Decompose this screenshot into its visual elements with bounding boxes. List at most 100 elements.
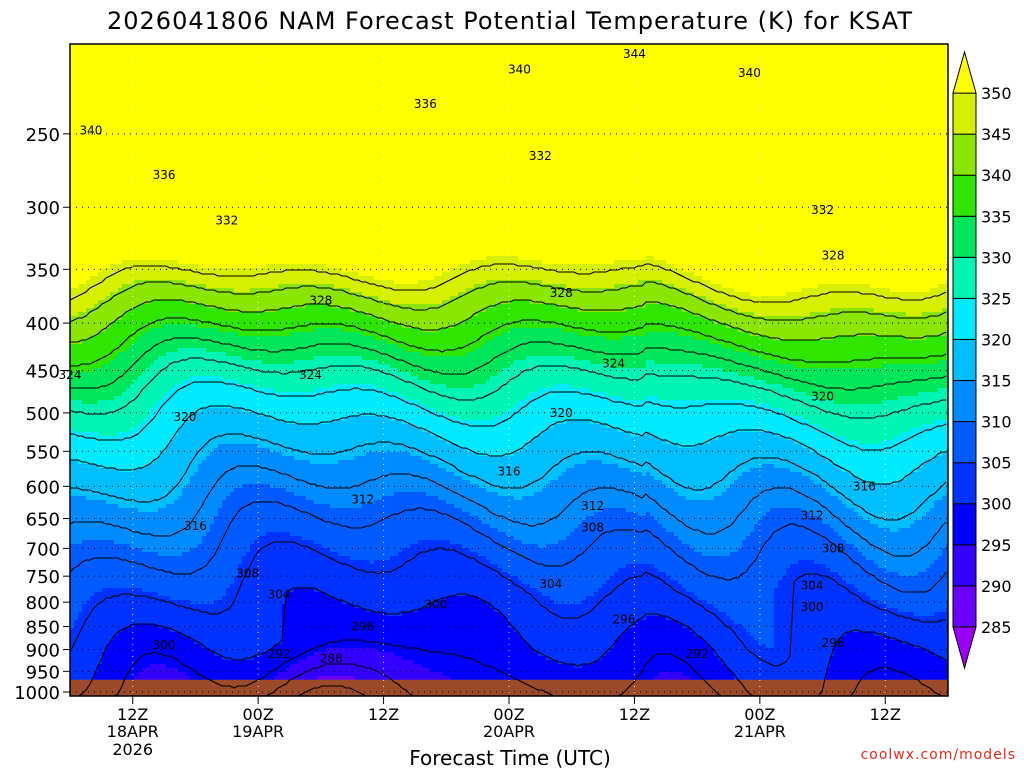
field-cell (870, 72, 875, 77)
field-cell (150, 108, 155, 113)
field-cell (470, 56, 475, 61)
field-cell (682, 120, 687, 125)
field-cell (278, 64, 283, 69)
field-cell (322, 72, 327, 77)
field-cell (454, 56, 459, 61)
field-cell (450, 88, 455, 93)
field-cell (526, 108, 531, 113)
field-cell (742, 52, 747, 57)
field-cell (350, 108, 355, 113)
field-cell (834, 88, 839, 93)
field-cell (370, 76, 375, 81)
field-cell (142, 68, 147, 73)
field-cell (362, 44, 367, 49)
field-cell (690, 104, 695, 109)
field-cell (362, 92, 367, 97)
field-cell (798, 92, 803, 97)
field-cell (334, 84, 339, 89)
field-cell (722, 68, 727, 73)
field-cell (278, 104, 283, 109)
field-cell (286, 48, 291, 53)
field-cell (942, 84, 947, 89)
field-cell (666, 132, 671, 137)
field-cell (290, 84, 295, 89)
field-cell (826, 108, 831, 113)
field-cell (530, 48, 535, 53)
field-cell (154, 84, 159, 89)
field-cell (498, 60, 503, 65)
field-cell (102, 80, 107, 85)
field-cell (546, 68, 551, 73)
field-cell (670, 68, 675, 73)
field-cell (778, 96, 783, 101)
field-cell (318, 96, 323, 101)
field-cell (206, 44, 211, 49)
field-cell (226, 60, 231, 65)
field-cell (926, 128, 931, 133)
field-cell (282, 60, 287, 65)
field-cell (330, 108, 335, 113)
field-cell (326, 48, 331, 53)
field-cell (426, 80, 431, 85)
field-cell (202, 64, 207, 69)
field-cell (418, 80, 423, 85)
field-cell (306, 44, 311, 49)
field-cell (722, 124, 727, 129)
field-cell (538, 72, 543, 77)
field-cell (834, 56, 839, 61)
field-cell (198, 84, 203, 89)
field-cell (638, 104, 643, 109)
field-cell (806, 96, 811, 101)
field-cell (818, 68, 823, 73)
field-cell (690, 64, 695, 69)
field-cell (578, 68, 583, 73)
field-cell (470, 124, 475, 129)
field-cell (206, 52, 211, 57)
field-cell (658, 48, 663, 53)
field-cell (810, 124, 815, 129)
field-cell (922, 80, 927, 85)
field-cell (458, 76, 463, 81)
field-cell (134, 68, 139, 73)
field-cell (82, 88, 87, 93)
field-cell (878, 64, 883, 69)
field-cell (190, 108, 195, 113)
field-cell (562, 100, 567, 105)
field-cell (674, 100, 679, 105)
field-cell (514, 72, 519, 77)
field-cell (506, 104, 511, 109)
field-cell (594, 80, 599, 85)
field-cell (918, 60, 923, 65)
field-cell (486, 112, 491, 117)
field-cell (466, 108, 471, 113)
field-cell (658, 80, 663, 85)
field-cell (122, 60, 127, 65)
field-cell (82, 100, 87, 105)
field-cell (406, 68, 411, 73)
field-cell (190, 44, 195, 49)
field-cell (682, 108, 687, 113)
field-cell (754, 60, 759, 65)
field-cell (318, 100, 323, 105)
field-cell (730, 52, 735, 57)
field-cell (138, 132, 143, 137)
field-cell (506, 48, 511, 53)
field-cell (458, 84, 463, 89)
field-cell (722, 48, 727, 53)
field-cell (746, 84, 751, 89)
field-cell (214, 60, 219, 65)
field-cell (902, 108, 907, 113)
field-cell (470, 60, 475, 65)
field-cell (266, 116, 271, 121)
field-cell (250, 76, 255, 81)
field-cell (546, 108, 551, 113)
field-cell (126, 80, 131, 85)
field-cell (574, 128, 579, 133)
field-cell (578, 44, 583, 49)
field-cell (530, 100, 535, 105)
field-cell (354, 60, 359, 65)
field-cell (262, 68, 267, 73)
field-cell (346, 44, 351, 49)
field-cell (942, 108, 947, 113)
field-cell (522, 116, 527, 121)
